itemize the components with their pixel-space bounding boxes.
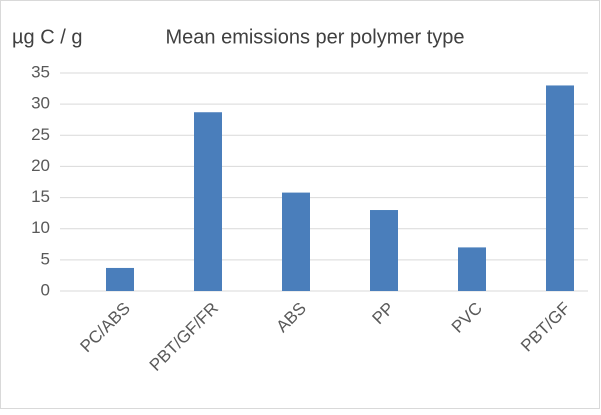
y-tick-label: 25 <box>31 125 50 144</box>
y-tick-label: 20 <box>31 156 50 175</box>
y-tick-label: 5 <box>41 249 50 268</box>
y-axis-label: µg C / g <box>12 26 82 48</box>
y-tick-label: 0 <box>41 280 50 299</box>
y-tick-label: 10 <box>31 218 50 237</box>
bar <box>458 247 486 291</box>
y-tick-label: 35 <box>31 62 50 81</box>
bar <box>106 267 134 291</box>
bar <box>546 85 574 291</box>
bar <box>282 192 310 291</box>
y-tick-label: 15 <box>31 187 50 206</box>
bar <box>370 210 398 291</box>
bar <box>194 112 222 292</box>
chart-title: Mean emissions per polymer type <box>165 26 464 48</box>
y-tick-label: 30 <box>31 94 50 113</box>
